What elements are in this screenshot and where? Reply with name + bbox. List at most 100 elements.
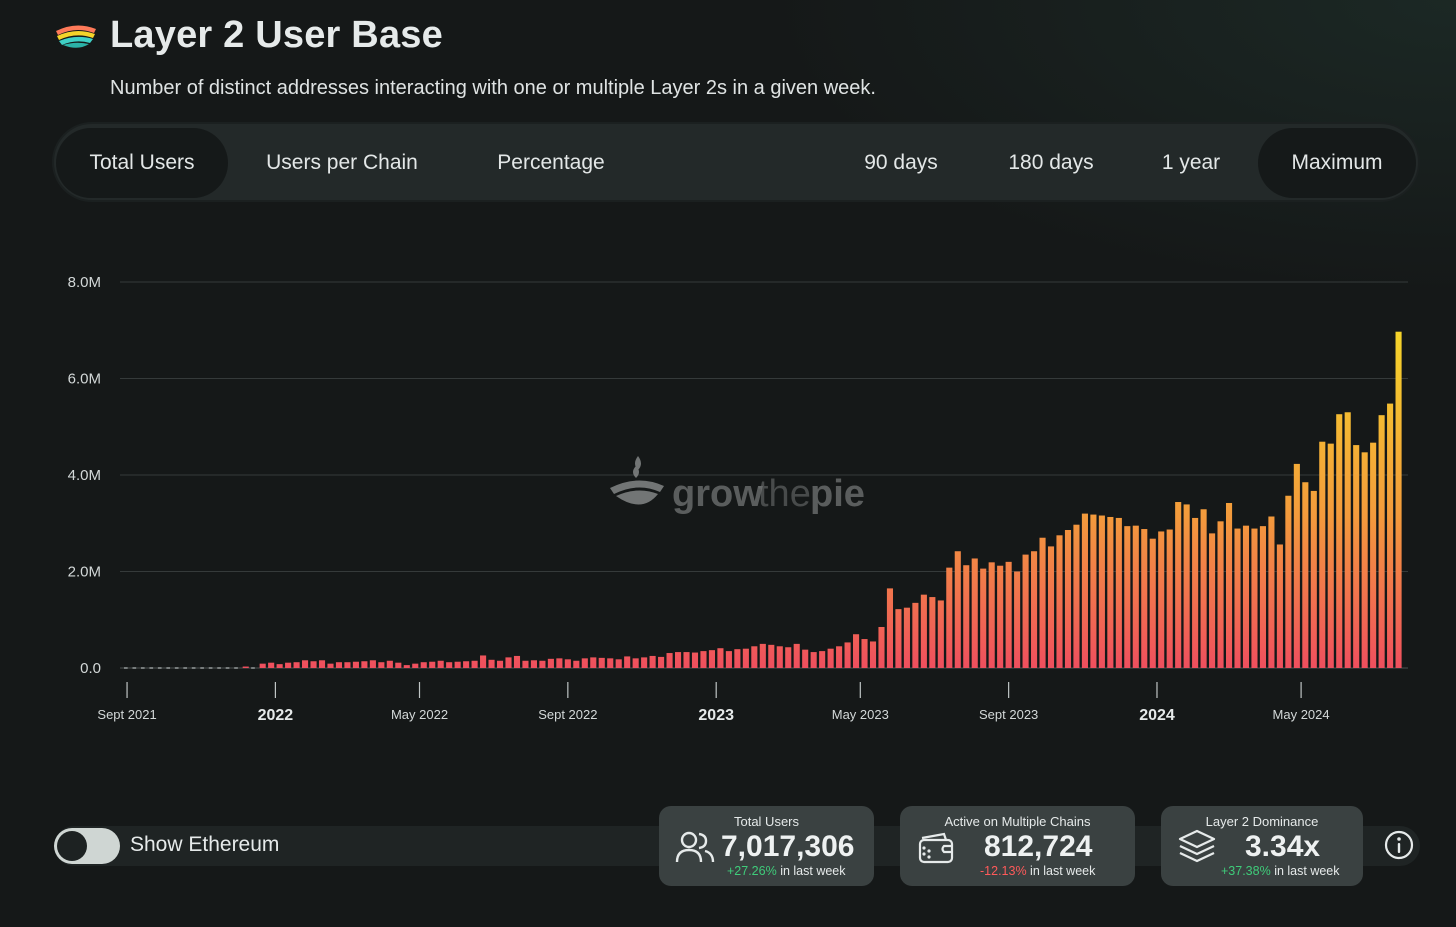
bar[interactable] [259, 663, 266, 668]
bar[interactable] [1014, 571, 1021, 669]
bar[interactable] [819, 651, 826, 668]
bar[interactable] [1200, 509, 1207, 668]
bar[interactable] [988, 562, 995, 668]
bar[interactable] [1039, 537, 1046, 668]
bar[interactable] [649, 655, 656, 668]
bar[interactable] [1124, 526, 1131, 668]
bar[interactable] [793, 643, 800, 669]
bar[interactable] [768, 644, 775, 668]
bar[interactable] [674, 652, 682, 668]
bar[interactable] [886, 588, 894, 668]
bar[interactable] [1336, 414, 1343, 668]
bar[interactable] [853, 634, 860, 668]
bar[interactable] [624, 656, 631, 668]
bar[interactable] [556, 658, 563, 668]
bar[interactable] [844, 642, 851, 668]
bar[interactable] [1141, 529, 1148, 668]
tab-90-days[interactable]: 90 days [864, 151, 938, 174]
bar[interactable] [1056, 535, 1063, 668]
bar[interactable] [1047, 546, 1055, 668]
bar[interactable] [1192, 517, 1199, 668]
bar[interactable] [929, 597, 936, 668]
bar[interactable] [378, 662, 385, 668]
bar[interactable] [429, 661, 436, 668]
bar[interactable] [954, 551, 961, 668]
bar[interactable] [1166, 529, 1173, 668]
bar[interactable] [742, 648, 749, 668]
bar[interactable] [302, 660, 309, 668]
bar[interactable] [1183, 504, 1190, 668]
bar[interactable] [242, 666, 249, 669]
bar[interactable] [522, 660, 529, 668]
bar[interactable] [335, 662, 343, 668]
bar[interactable] [1149, 538, 1156, 668]
bar[interactable] [1319, 441, 1326, 668]
bar[interactable] [361, 661, 368, 668]
bar[interactable] [1285, 495, 1292, 668]
bar[interactable] [352, 661, 359, 668]
bar[interactable] [869, 641, 877, 668]
bar[interactable] [327, 663, 334, 668]
bar[interactable] [598, 657, 605, 668]
bar[interactable] [827, 648, 834, 668]
bar[interactable] [708, 650, 715, 668]
bar[interactable] [310, 661, 317, 668]
bar[interactable] [759, 643, 766, 669]
bar[interactable] [607, 658, 614, 668]
bar[interactable] [1251, 528, 1258, 668]
bar[interactable] [386, 660, 393, 668]
bar[interactable] [488, 659, 495, 668]
bar[interactable] [980, 568, 987, 668]
bar[interactable] [1259, 526, 1266, 668]
bar[interactable] [318, 660, 326, 668]
bar[interactable] [1344, 412, 1351, 668]
bar[interactable] [420, 662, 427, 668]
bar[interactable] [547, 658, 554, 668]
bar[interactable] [1022, 554, 1029, 668]
bar[interactable] [1268, 516, 1275, 669]
bar[interactable] [573, 660, 580, 668]
bar[interactable] [1132, 525, 1139, 668]
bar[interactable] [810, 652, 817, 668]
bar[interactable] [1098, 515, 1105, 668]
bar[interactable] [1031, 551, 1038, 668]
bar[interactable] [285, 662, 292, 668]
bar[interactable] [971, 558, 978, 668]
bar[interactable] [395, 662, 402, 668]
info-icon[interactable] [1383, 829, 1415, 861]
bar[interactable] [895, 609, 902, 668]
bar[interactable] [1081, 513, 1088, 668]
tab-1-year[interactable]: 1 year [1161, 151, 1221, 174]
bar[interactable] [1370, 442, 1377, 668]
bar[interactable] [615, 659, 622, 668]
bar[interactable] [403, 665, 410, 668]
bar[interactable] [963, 565, 970, 668]
bar[interactable] [641, 657, 648, 668]
bar[interactable] [530, 660, 537, 668]
tab-180-days[interactable]: 180 days [1008, 151, 1094, 174]
bar[interactable] [836, 646, 843, 668]
bar[interactable] [632, 658, 639, 668]
show-ethereum-toggle[interactable] [54, 828, 120, 864]
bar[interactable] [776, 646, 783, 668]
bar[interactable] [505, 657, 512, 668]
bar[interactable] [513, 655, 521, 668]
bar[interactable] [1209, 533, 1216, 668]
bar[interactable] [471, 660, 478, 668]
bar[interactable] [751, 646, 758, 668]
bar[interactable] [700, 651, 707, 668]
bar[interactable] [1107, 516, 1114, 668]
bar[interactable] [1387, 403, 1394, 668]
bar[interactable] [658, 656, 665, 668]
bar[interactable] [785, 647, 792, 668]
bar[interactable] [463, 661, 470, 668]
bar[interactable] [1378, 415, 1385, 668]
bar[interactable] [937, 600, 944, 668]
bar[interactable] [1115, 517, 1122, 668]
bar[interactable] [861, 639, 868, 668]
bar[interactable] [1064, 530, 1072, 668]
bar[interactable] [412, 663, 419, 668]
bar[interactable] [1234, 528, 1241, 668]
bar[interactable] [564, 659, 571, 668]
tab-users-per-chain[interactable]: Users per Chain [266, 151, 418, 174]
